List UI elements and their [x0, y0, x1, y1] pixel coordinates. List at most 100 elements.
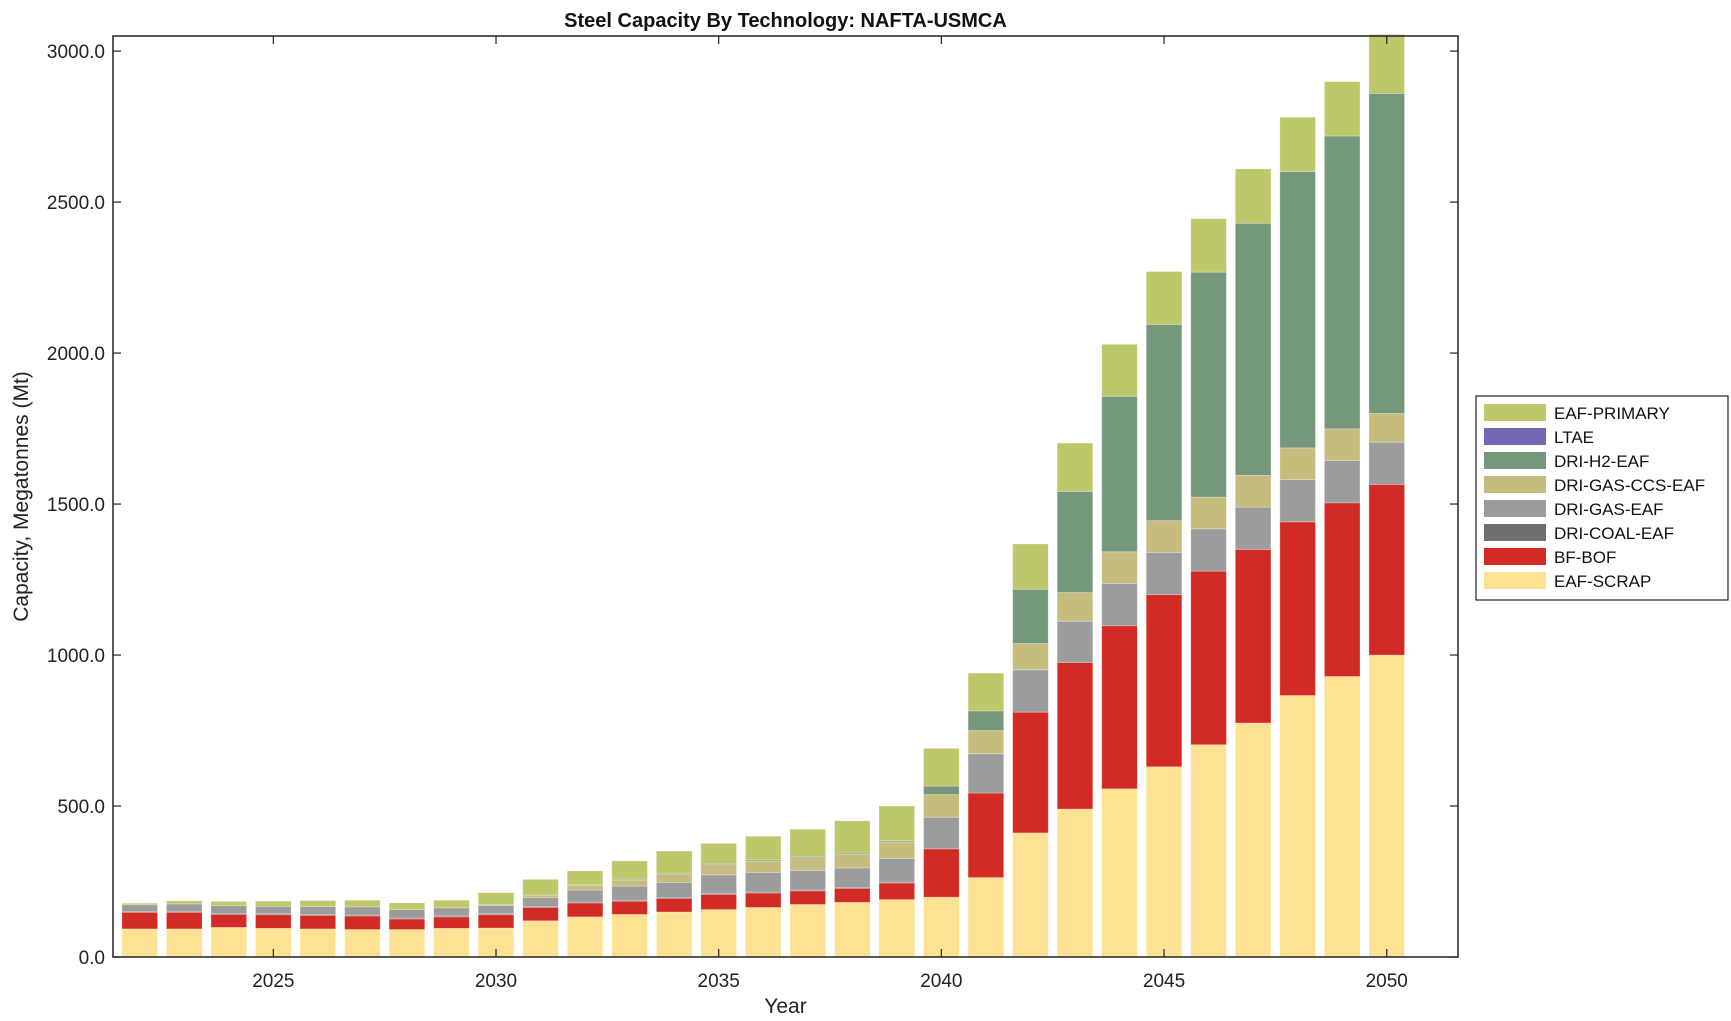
bar-stack-2037 — [789, 828, 826, 958]
bar-segment-eaf-primary-2034 — [655, 850, 693, 874]
bar-segment-eaf-primary-2022 — [121, 902, 158, 906]
bar-segment-eaf-scrap-2036 — [745, 907, 782, 958]
bar-stack-2023 — [166, 900, 203, 958]
bar-segment-eaf-primary-2048 — [1279, 116, 1316, 172]
bar-stack-2031 — [522, 878, 559, 958]
bar-stack-2027 — [344, 899, 381, 958]
bar-segment-eaf-scrap-2026 — [299, 928, 337, 958]
bar-segment-dri-gas-eaf-2036 — [745, 872, 782, 893]
bar-segment-dri-gas-ccs-eaf-2037 — [789, 857, 826, 871]
y-tick-label: 0.0 — [79, 948, 105, 969]
bar-segment-eaf-scrap-2029 — [433, 927, 470, 958]
bar-segment-dri-gas-ccs-eaf-2034 — [655, 873, 693, 883]
bar-segment-eaf-primary-2046 — [1190, 218, 1227, 273]
legend: EAF-PRIMARY LTAE DRI-H2-EAF DRI-GAS-CCS-EAF… — [1475, 395, 1729, 601]
bar-segment-dri-coal-eaf-2022 — [121, 911, 158, 913]
bar-stack-2043 — [1056, 442, 1094, 958]
bar-segment-dri-gas-ccs-eaf-2038 — [834, 853, 871, 869]
bar-segment-bf-bof-2026 — [299, 914, 337, 930]
bar-segment-bf-bof-2046 — [1190, 570, 1227, 746]
bar-segment-eaf-scrap-2044 — [1101, 788, 1138, 958]
bar-stack-2022 — [121, 902, 158, 958]
bar-segment-dri-gas-ccs-eaf-2035 — [700, 864, 737, 876]
bar-segment-dri-gas-eaf-2047 — [1234, 506, 1272, 550]
bar-segment-dri-gas-eaf-2042 — [1012, 669, 1049, 713]
bar-segment-bf-bof-2027 — [344, 915, 381, 930]
bar-segment-dri-h2-eaf-2042 — [1012, 588, 1049, 644]
bar-segment-dri-h2-eaf-2045 — [1145, 323, 1183, 522]
bar-segment-dri-gas-eaf-2026 — [299, 906, 337, 915]
bar-segment-dri-gas-eaf-2049 — [1323, 460, 1361, 504]
bar-segment-eaf-primary-2040 — [923, 747, 960, 787]
bar-segment-dri-gas-ccs-eaf-2043 — [1056, 592, 1094, 622]
bar-segment-dri-gas-eaf-2025 — [255, 905, 292, 915]
bar-segment-bf-bof-2047 — [1234, 548, 1272, 724]
bar-segment-dri-gas-eaf-2041 — [967, 753, 1005, 794]
bar-segment-bf-bof-2041 — [967, 792, 1005, 878]
bar-segment-bf-bof-2023 — [166, 911, 203, 930]
legend-label: EAF-SCRAP — [1554, 572, 1651, 591]
bar-segment-eaf-primary-2037 — [789, 828, 826, 857]
bar-segment-eaf-scrap-2039 — [878, 899, 916, 958]
bar-segment-eaf-scrap-2040 — [923, 896, 960, 958]
bar-segment-eaf-scrap-2031 — [522, 920, 559, 958]
axes-box — [112, 35, 1459, 958]
x-tick-label: 2025 — [252, 971, 294, 992]
bar-segment-eaf-primary-2035 — [700, 843, 737, 864]
bar-segment-dri-gas-ccs-eaf-2031 — [522, 894, 559, 898]
bar-segment-bf-bof-2040 — [923, 848, 960, 898]
bar-stack-2050 — [1368, 34, 1405, 958]
bar-segment-bf-bof-2043 — [1056, 662, 1094, 810]
bar-segment-bf-bof-2045 — [1145, 594, 1183, 768]
bar-segment-dri-gas-eaf-2039 — [878, 858, 916, 883]
bar-stack-2042 — [1012, 543, 1049, 958]
legend-item-eaf-scrap: EAF-SCRAP — [1484, 572, 1651, 591]
bar-segment-eaf-primary-2025 — [255, 900, 292, 907]
legend-swatch — [1484, 572, 1546, 589]
bar-stack-2024 — [210, 901, 248, 958]
bar-segment-eaf-scrap-2045 — [1145, 766, 1183, 958]
bar-segment-dri-gas-ccs-eaf-2048 — [1279, 447, 1316, 480]
bar-segment-dri-h2-eaf-2046 — [1190, 271, 1227, 498]
legend-box — [1475, 395, 1729, 601]
bar-segment-eaf-scrap-2032 — [566, 916, 604, 958]
bar-segment-dri-coal-eaf-2032 — [566, 901, 604, 904]
bar-segment-bf-bof-2036 — [745, 892, 782, 908]
bar-stack-2030 — [477, 892, 515, 958]
bar-segment-eaf-scrap-2043 — [1056, 808, 1094, 958]
bar-segment-bf-bof-2025 — [255, 914, 292, 929]
bar-segment-bf-bof-2028 — [388, 918, 426, 930]
bar-segment-dri-gas-eaf-2045 — [1145, 551, 1183, 596]
legend-item-eaf-primary: EAF-PRIMARY — [1484, 404, 1670, 423]
bar-segment-eaf-scrap-2038 — [834, 901, 871, 958]
x-axis-title: Year — [764, 995, 806, 1018]
bar-segment-eaf-primary-2024 — [210, 901, 248, 907]
legend-label: DRI-COAL-EAF — [1554, 524, 1674, 543]
bar-segment-dri-gas-ccs-eaf-2046 — [1190, 496, 1227, 530]
y-tick-label: 3000.0 — [47, 42, 105, 63]
bar-stack-2032 — [566, 870, 604, 958]
bar-segment-dri-gas-ccs-eaf-2032 — [566, 885, 604, 891]
bar-segment-dri-gas-eaf-2033 — [611, 885, 648, 901]
bar-segment-dri-gas-eaf-2022 — [121, 904, 158, 912]
bar-segment-eaf-primary-2032 — [566, 870, 604, 886]
legend-swatch — [1484, 404, 1546, 421]
y-tick-label: 1500.0 — [47, 495, 105, 516]
bar-segment-eaf-primary-2043 — [1056, 442, 1094, 492]
bar-segment-eaf-primary-2039 — [878, 805, 916, 842]
bar-segment-dri-gas-ccs-eaf-2047 — [1234, 474, 1272, 508]
bar-segment-dri-h2-eaf-2044 — [1101, 395, 1138, 553]
bar-segment-eaf-scrap-2033 — [611, 914, 648, 958]
legend-item-dri-gas-eaf: DRI-GAS-EAF — [1484, 500, 1664, 519]
bar-segment-eaf-primary-2050 — [1368, 34, 1405, 94]
bar-segment-bf-bof-2029 — [433, 916, 470, 929]
bar-segment-eaf-scrap-2047 — [1234, 722, 1272, 958]
bar-segment-eaf-primary-2038 — [834, 820, 871, 854]
bar-segment-dri-gas-ccs-eaf-2049 — [1323, 428, 1361, 461]
bar-segment-bf-bof-2030 — [477, 914, 515, 929]
bar-segment-bf-bof-2038 — [834, 888, 871, 903]
x-axis: 2025 2030 2035 2040 2045 2050 — [252, 36, 1408, 992]
bar-segment-eaf-scrap-2048 — [1279, 695, 1316, 958]
bar-segment-dri-gas-eaf-2032 — [566, 889, 604, 903]
